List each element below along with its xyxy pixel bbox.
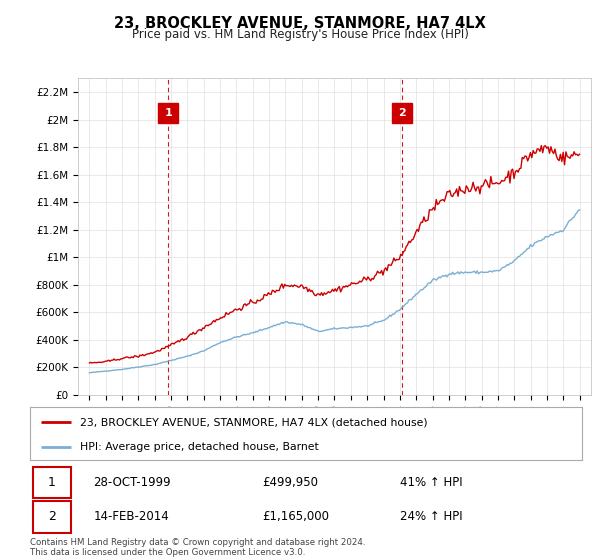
Text: 28-OCT-1999: 28-OCT-1999 [94,475,171,489]
Text: 24% ↑ HPI: 24% ↑ HPI [400,510,463,524]
Text: 2: 2 [48,510,56,524]
Text: 23, BROCKLEY AVENUE, STANMORE, HA7 4LX (detached house): 23, BROCKLEY AVENUE, STANMORE, HA7 4LX (… [80,417,427,427]
Text: Contains HM Land Registry data © Crown copyright and database right 2024.
This d: Contains HM Land Registry data © Crown c… [30,538,365,557]
Text: 2: 2 [398,108,406,118]
FancyBboxPatch shape [33,501,71,533]
Text: 1: 1 [164,108,172,118]
FancyBboxPatch shape [33,466,71,498]
Text: £1,165,000: £1,165,000 [262,510,329,524]
Text: Price paid vs. HM Land Registry's House Price Index (HPI): Price paid vs. HM Land Registry's House … [131,28,469,41]
Text: 41% ↑ HPI: 41% ↑ HPI [400,475,463,489]
Text: HPI: Average price, detached house, Barnet: HPI: Average price, detached house, Barn… [80,442,319,452]
Text: 14-FEB-2014: 14-FEB-2014 [94,510,169,524]
Text: £499,950: £499,950 [262,475,318,489]
Text: 23, BROCKLEY AVENUE, STANMORE, HA7 4LX: 23, BROCKLEY AVENUE, STANMORE, HA7 4LX [114,16,486,31]
Text: 1: 1 [48,475,56,489]
